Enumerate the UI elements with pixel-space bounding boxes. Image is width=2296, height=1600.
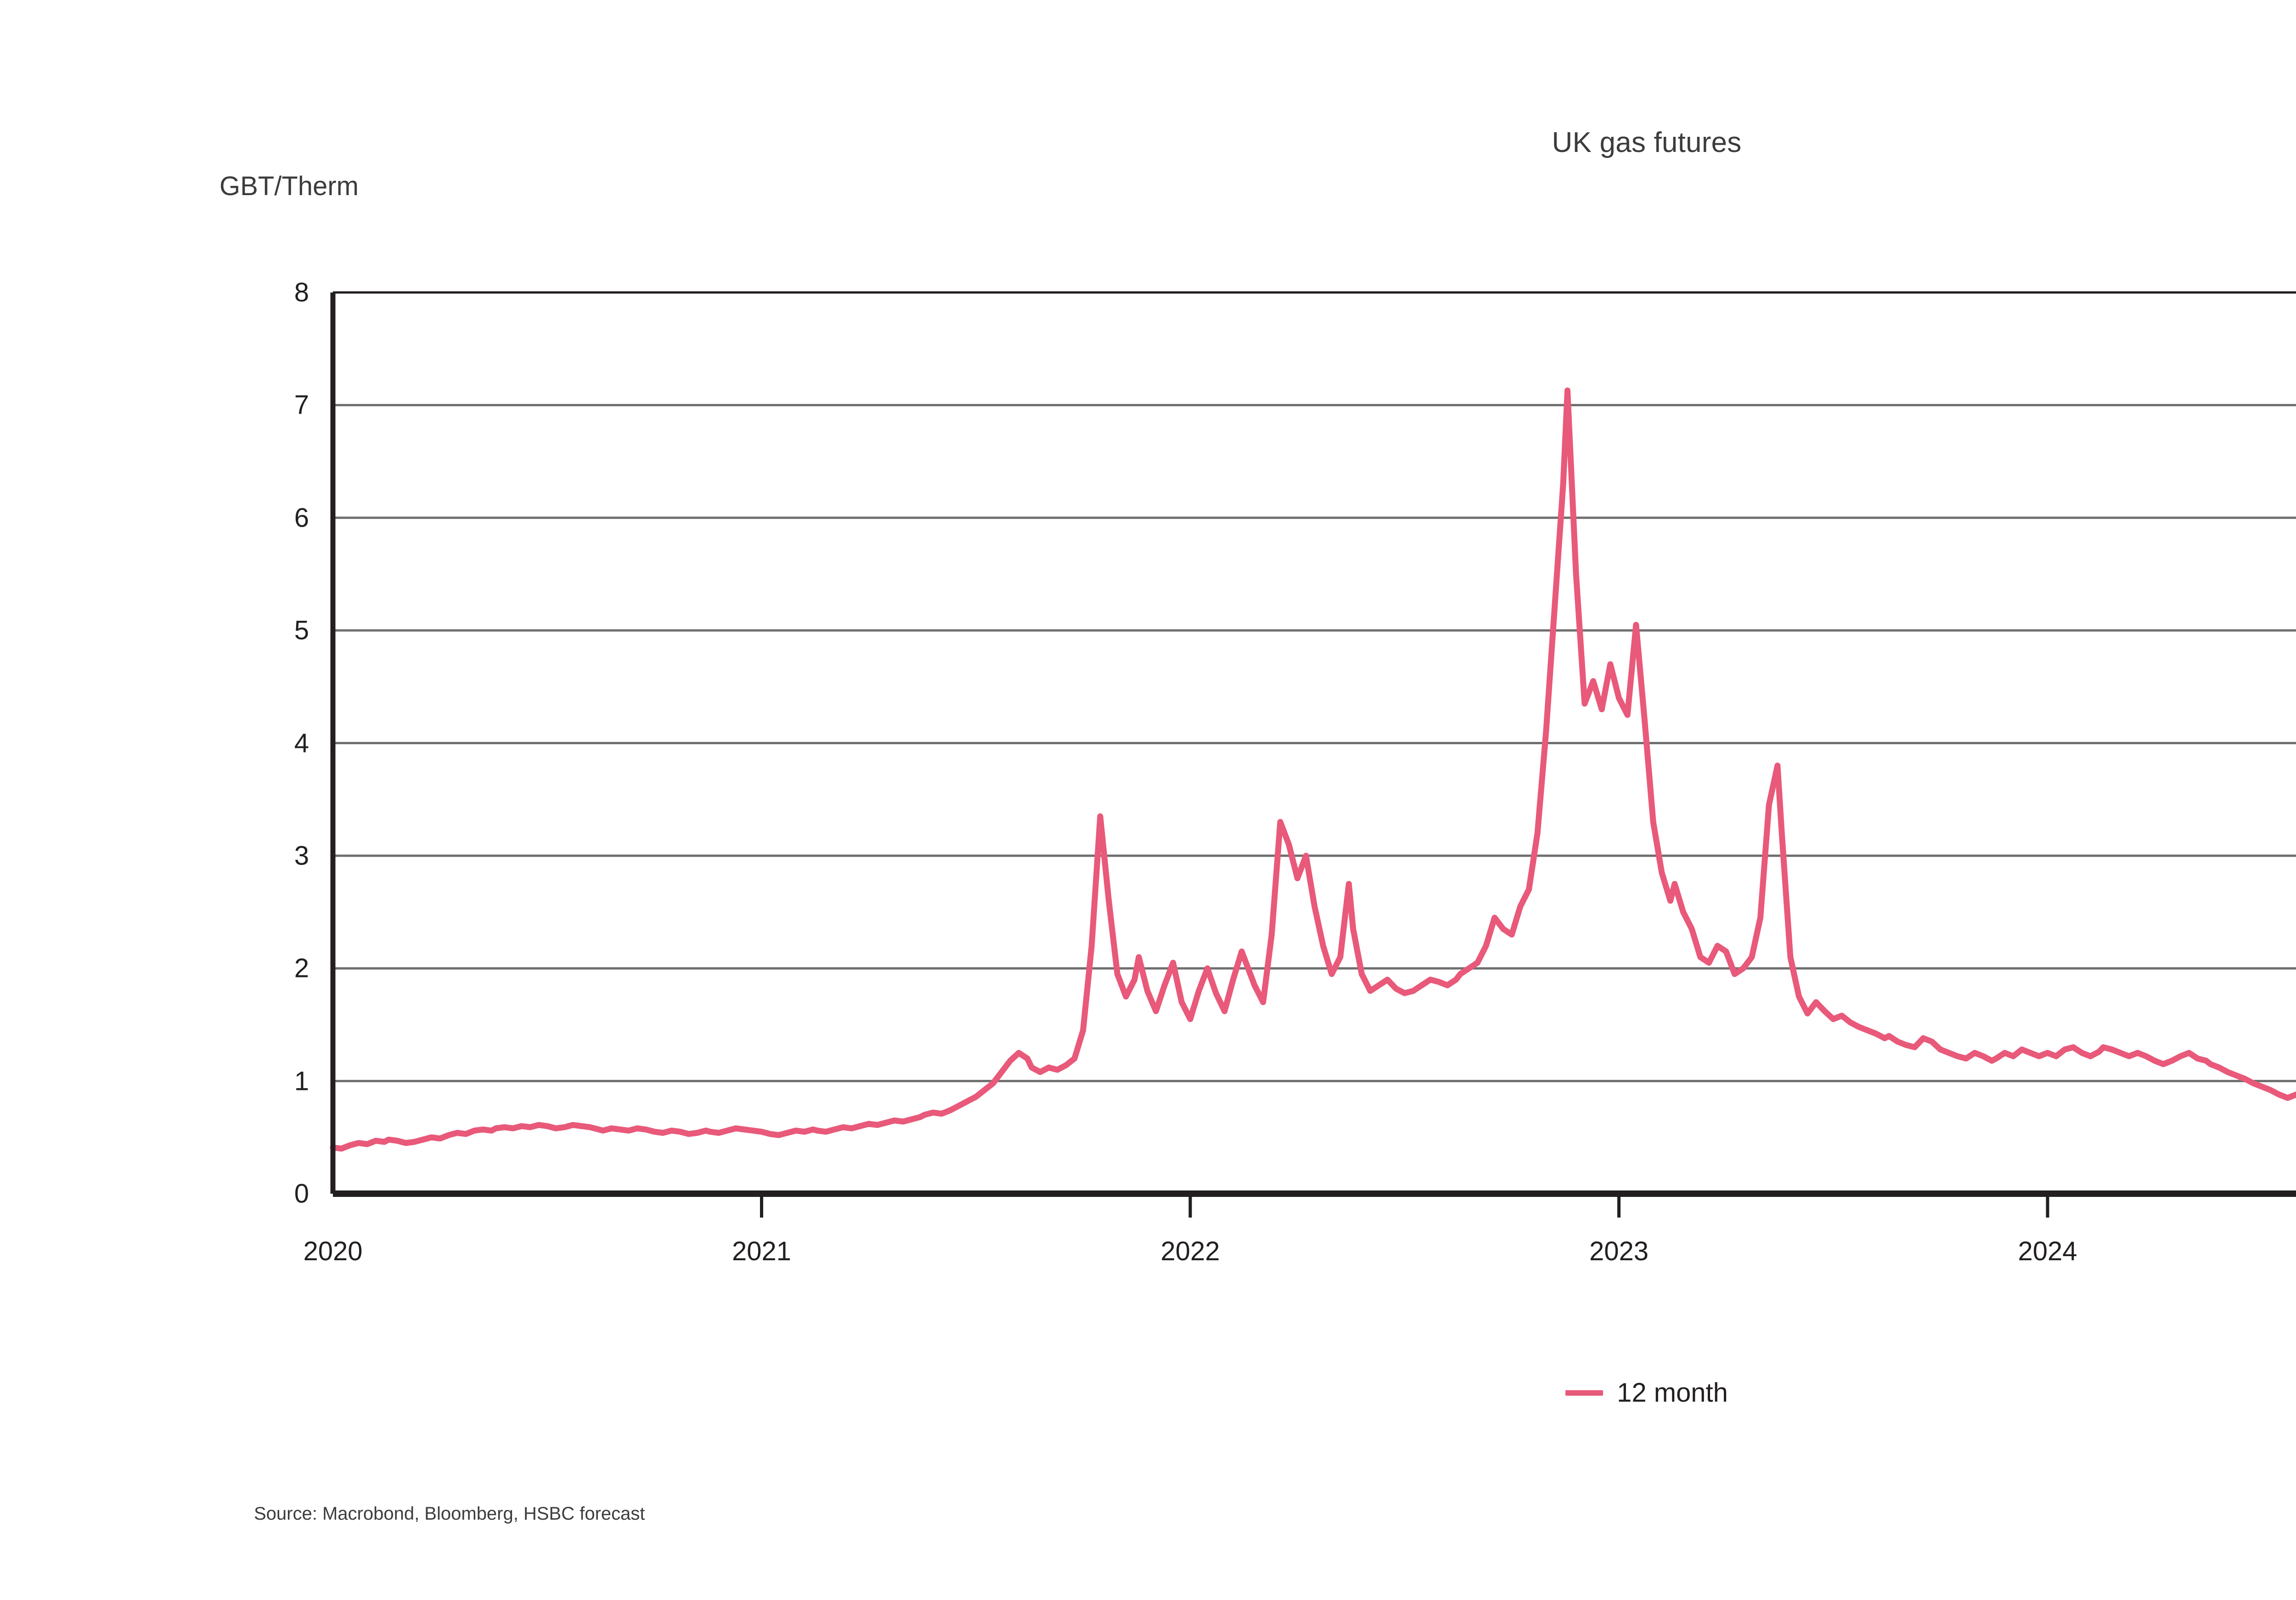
x-tick-label: 2024 bbox=[2018, 1236, 2077, 1266]
line-chart-svg bbox=[330, 291, 2296, 1218]
legend-line-swatch-icon bbox=[1565, 1390, 1604, 1396]
y-tick-label-left: 4 bbox=[294, 728, 309, 758]
x-tick-marks bbox=[760, 1194, 2049, 1218]
y-tick-label-left: 5 bbox=[294, 615, 309, 646]
y-tick-label-left: 2 bbox=[294, 953, 309, 983]
x-tick-label: 2023 bbox=[1589, 1236, 1649, 1266]
y-tick-label-left: 3 bbox=[294, 841, 309, 871]
legend-item-12-month[interactable]: 12 month bbox=[1565, 1380, 1728, 1406]
series-line-12-month bbox=[330, 387, 2296, 1152]
y-tick-label-left: 7 bbox=[294, 390, 309, 420]
chart-legend: 12 month bbox=[0, 1380, 2296, 1406]
x-tick-label: 2021 bbox=[732, 1236, 792, 1266]
page-title: UK gas futures bbox=[1552, 127, 1742, 158]
axis-unit-left: GBT/Therm bbox=[219, 171, 359, 201]
y-tick-label-left: 8 bbox=[294, 277, 309, 308]
y-tick-label-left: 1 bbox=[294, 1066, 309, 1096]
x-tick-label: 2022 bbox=[1160, 1236, 1220, 1266]
legend-item-label: 12 month bbox=[1617, 1378, 1728, 1408]
x-tick-label: 2020 bbox=[303, 1236, 363, 1266]
y-tick-label-left: 6 bbox=[294, 503, 309, 533]
source-note: Source: Macrobond, Bloomberg, HSBC forec… bbox=[254, 1504, 645, 1524]
y-tick-label-left: 0 bbox=[294, 1179, 309, 1209]
gridlines bbox=[333, 404, 2296, 1083]
